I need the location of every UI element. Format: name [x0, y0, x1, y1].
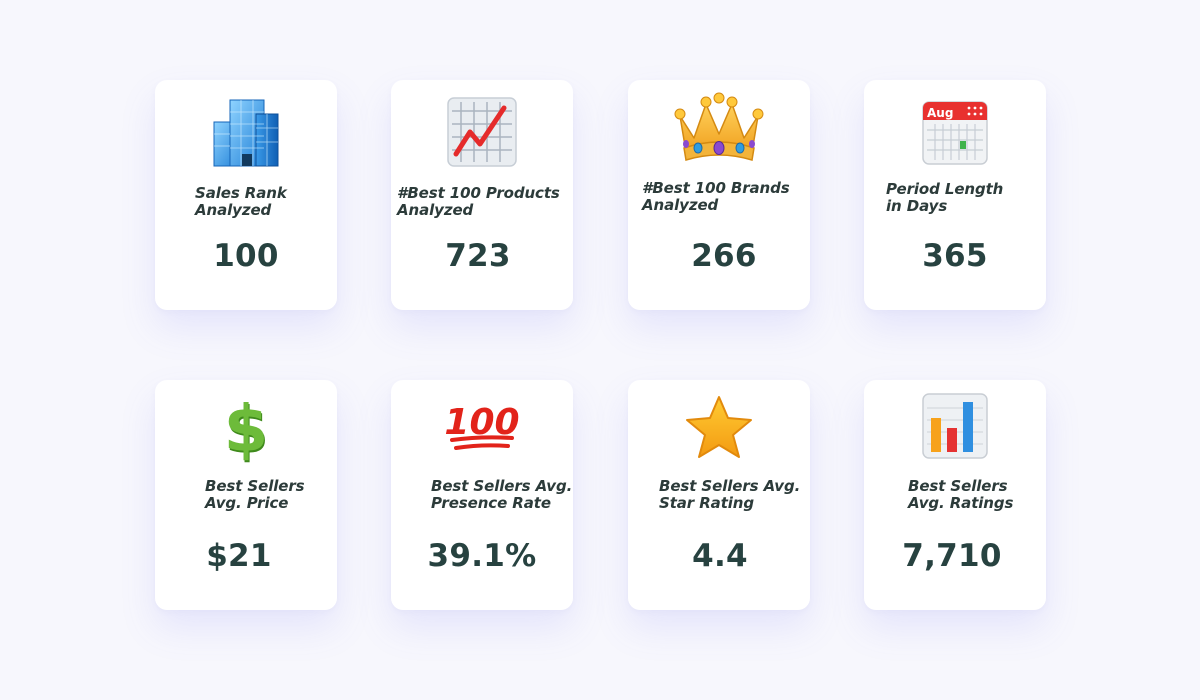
stat-value: 7,710: [902, 538, 1002, 574]
dollar-sign-icon: $: [223, 393, 269, 467]
stat-card-star-rating: Best Sellers Avg. Star Rating 4.4: [628, 380, 810, 610]
office-building-icon: [155, 94, 337, 170]
chart-increasing-icon: [391, 94, 573, 170]
stat-card-sales-rank: Sales Rank Analyzed 100: [155, 80, 337, 310]
hundred-points-icon: 100: [391, 386, 573, 462]
stat-value: 100: [213, 238, 279, 274]
crown-icon: [628, 90, 810, 166]
stat-label: Sales Rank Analyzed: [195, 184, 287, 219]
stat-card-avg-ratings: Best Sellers Avg. Ratings 7,710: [864, 380, 1046, 610]
stat-label: #Best 100 Products Analyzed: [397, 184, 560, 219]
star-icon: [628, 390, 810, 466]
stat-value: 266: [691, 238, 757, 274]
stat-card-period-length: Aug Period Length in Days 365: [864, 80, 1046, 310]
stat-label: Best Sellers Avg. Ratings: [908, 477, 1014, 512]
stat-label: #Best 100 Brands Analyzed: [642, 179, 790, 214]
stat-card-best-products: #Best 100 Products Analyzed 723: [391, 80, 573, 310]
stat-value: 4.4: [692, 538, 748, 574]
stat-value: 39.1%: [427, 538, 537, 574]
bar-chart-icon: [864, 388, 1046, 464]
stat-card-best-brands: #Best 100 Brands Analyzed 266: [628, 80, 810, 310]
stat-label: Best Sellers Avg. Star Rating: [659, 477, 801, 512]
stat-value: $21: [206, 538, 272, 574]
stat-value: 365: [922, 238, 988, 274]
stat-card-presence-rate: 100 Best Sellers Avg. Presence Rate 39.1…: [391, 380, 573, 610]
stat-label: Best Sellers Avg. Price: [205, 477, 305, 512]
calendar-icon: Aug: [864, 94, 1046, 170]
stat-value: 723: [445, 238, 511, 274]
stat-label: Period Length in Days: [886, 180, 1004, 215]
calendar-month-label: Aug: [927, 106, 953, 120]
stat-label: Best Sellers Avg. Presence Rate: [431, 477, 573, 512]
stat-card-avg-price: $ Best Sellers Avg. Price $21: [155, 380, 337, 610]
